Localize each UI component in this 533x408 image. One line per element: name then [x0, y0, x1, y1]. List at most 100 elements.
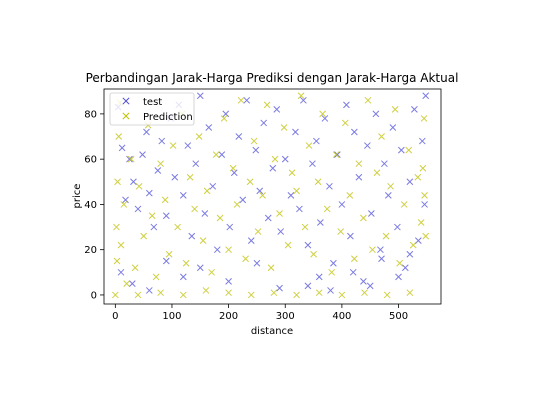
data-point-test: [326, 182, 333, 190]
data-point-test: [330, 259, 337, 267]
data-point-prediction: [120, 201, 128, 208]
legend-item-prediction: Prediction: [122, 112, 193, 123]
data-point-prediction: [270, 289, 278, 297]
x-tick-label: 500: [389, 311, 408, 322]
data-point-prediction: [315, 289, 323, 297]
data-point-prediction: [140, 232, 148, 240]
data-point-prediction: [406, 289, 414, 297]
data-point-prediction: [405, 146, 413, 154]
data-point-test: [350, 128, 358, 136]
legend-marker-test: [122, 97, 130, 105]
data-point-prediction: [387, 182, 394, 190]
data-point-prediction: [114, 178, 121, 186]
data-point-prediction: [391, 106, 399, 113]
data-point-prediction: [113, 223, 120, 231]
data-point-test: [292, 128, 299, 136]
data-point-prediction: [135, 182, 143, 190]
data-point-prediction: [288, 169, 296, 177]
data-point-test: [247, 237, 255, 244]
data-point-test: [384, 192, 392, 199]
data-point-test: [130, 178, 137, 186]
y-tick-label: 20: [84, 245, 97, 256]
data-point-prediction: [165, 250, 173, 258]
data-point-prediction: [383, 291, 391, 299]
data-point-prediction: [250, 137, 258, 145]
data-point-prediction: [157, 289, 164, 297]
data-point-test: [367, 210, 375, 217]
data-point-test: [192, 160, 200, 168]
data-point-prediction: [396, 259, 404, 267]
data-point-test: [397, 146, 405, 154]
y-tick-label: 0: [91, 290, 97, 301]
data-point-prediction: [420, 115, 428, 122]
data-point-test: [364, 142, 371, 149]
data-point-test: [235, 133, 243, 140]
data-point-prediction: [225, 246, 232, 254]
data-point-test: [239, 196, 247, 204]
x-tick-label: 300: [276, 311, 295, 322]
scatter-points: [111, 92, 430, 299]
y-axis: 0 20 40 60 80: [84, 109, 104, 301]
data-point-prediction: [195, 133, 203, 140]
data-point-test: [145, 189, 153, 197]
data-point-test: [188, 232, 196, 240]
data-point-test: [145, 287, 153, 294]
data-point-prediction: [297, 92, 305, 100]
data-point-prediction: [216, 214, 224, 222]
data-point-prediction: [203, 187, 211, 195]
data-point-test: [150, 223, 158, 231]
data-point-test: [276, 284, 283, 292]
legend-marker-prediction: [122, 112, 130, 120]
y-axis-label: price: [72, 184, 83, 209]
data-point-test: [205, 124, 213, 131]
data-point-test: [406, 178, 414, 186]
data-point-test: [213, 246, 221, 254]
data-point-test: [381, 160, 388, 168]
data-point-prediction: [111, 291, 119, 299]
data-point-test: [225, 278, 232, 285]
data-point-prediction: [115, 133, 123, 140]
data-point-test: [260, 119, 268, 127]
data-point-prediction: [263, 101, 271, 109]
data-point-prediction: [117, 241, 125, 249]
data-point-test: [372, 110, 380, 118]
x-tick-label: 0: [112, 311, 118, 322]
data-point-prediction: [323, 205, 331, 213]
data-point-test: [158, 137, 166, 145]
data-point-prediction: [369, 246, 376, 254]
data-point-test: [117, 268, 125, 276]
data-point-test: [313, 137, 320, 145]
data-point-prediction: [131, 264, 139, 272]
data-point-prediction: [229, 164, 237, 172]
data-point-prediction: [301, 223, 309, 231]
data-point-test: [304, 241, 312, 249]
data-point-test: [300, 96, 307, 104]
data-point-test: [411, 106, 418, 113]
data-point-prediction: [373, 169, 381, 177]
x-tick-label: 100: [162, 311, 181, 322]
data-point-prediction: [332, 151, 340, 158]
data-point-test: [304, 282, 312, 290]
data-point-test: [122, 196, 129, 204]
data-point-test: [154, 167, 162, 174]
data-point-prediction: [350, 255, 358, 263]
data-point-test: [366, 282, 374, 290]
data-point-prediction: [179, 291, 187, 299]
data-point-test: [406, 250, 414, 258]
data-point-test: [309, 160, 316, 168]
data-point-prediction: [220, 115, 228, 122]
data-point-prediction: [169, 142, 177, 149]
data-point-test: [378, 255, 385, 263]
data-point-test: [333, 151, 341, 158]
data-point-prediction: [314, 178, 322, 186]
x-axis: 0 100 200 300 400 500: [112, 304, 408, 322]
y-tick-label: 60: [84, 155, 97, 166]
data-point-test: [209, 182, 217, 190]
data-point-test: [196, 92, 204, 100]
data-point-test: [422, 92, 430, 100]
data-point-prediction: [337, 228, 345, 235]
legend-item-test: test: [122, 97, 162, 108]
legend-label-prediction: Prediction: [143, 112, 193, 123]
plot-frame: [103, 88, 442, 305]
